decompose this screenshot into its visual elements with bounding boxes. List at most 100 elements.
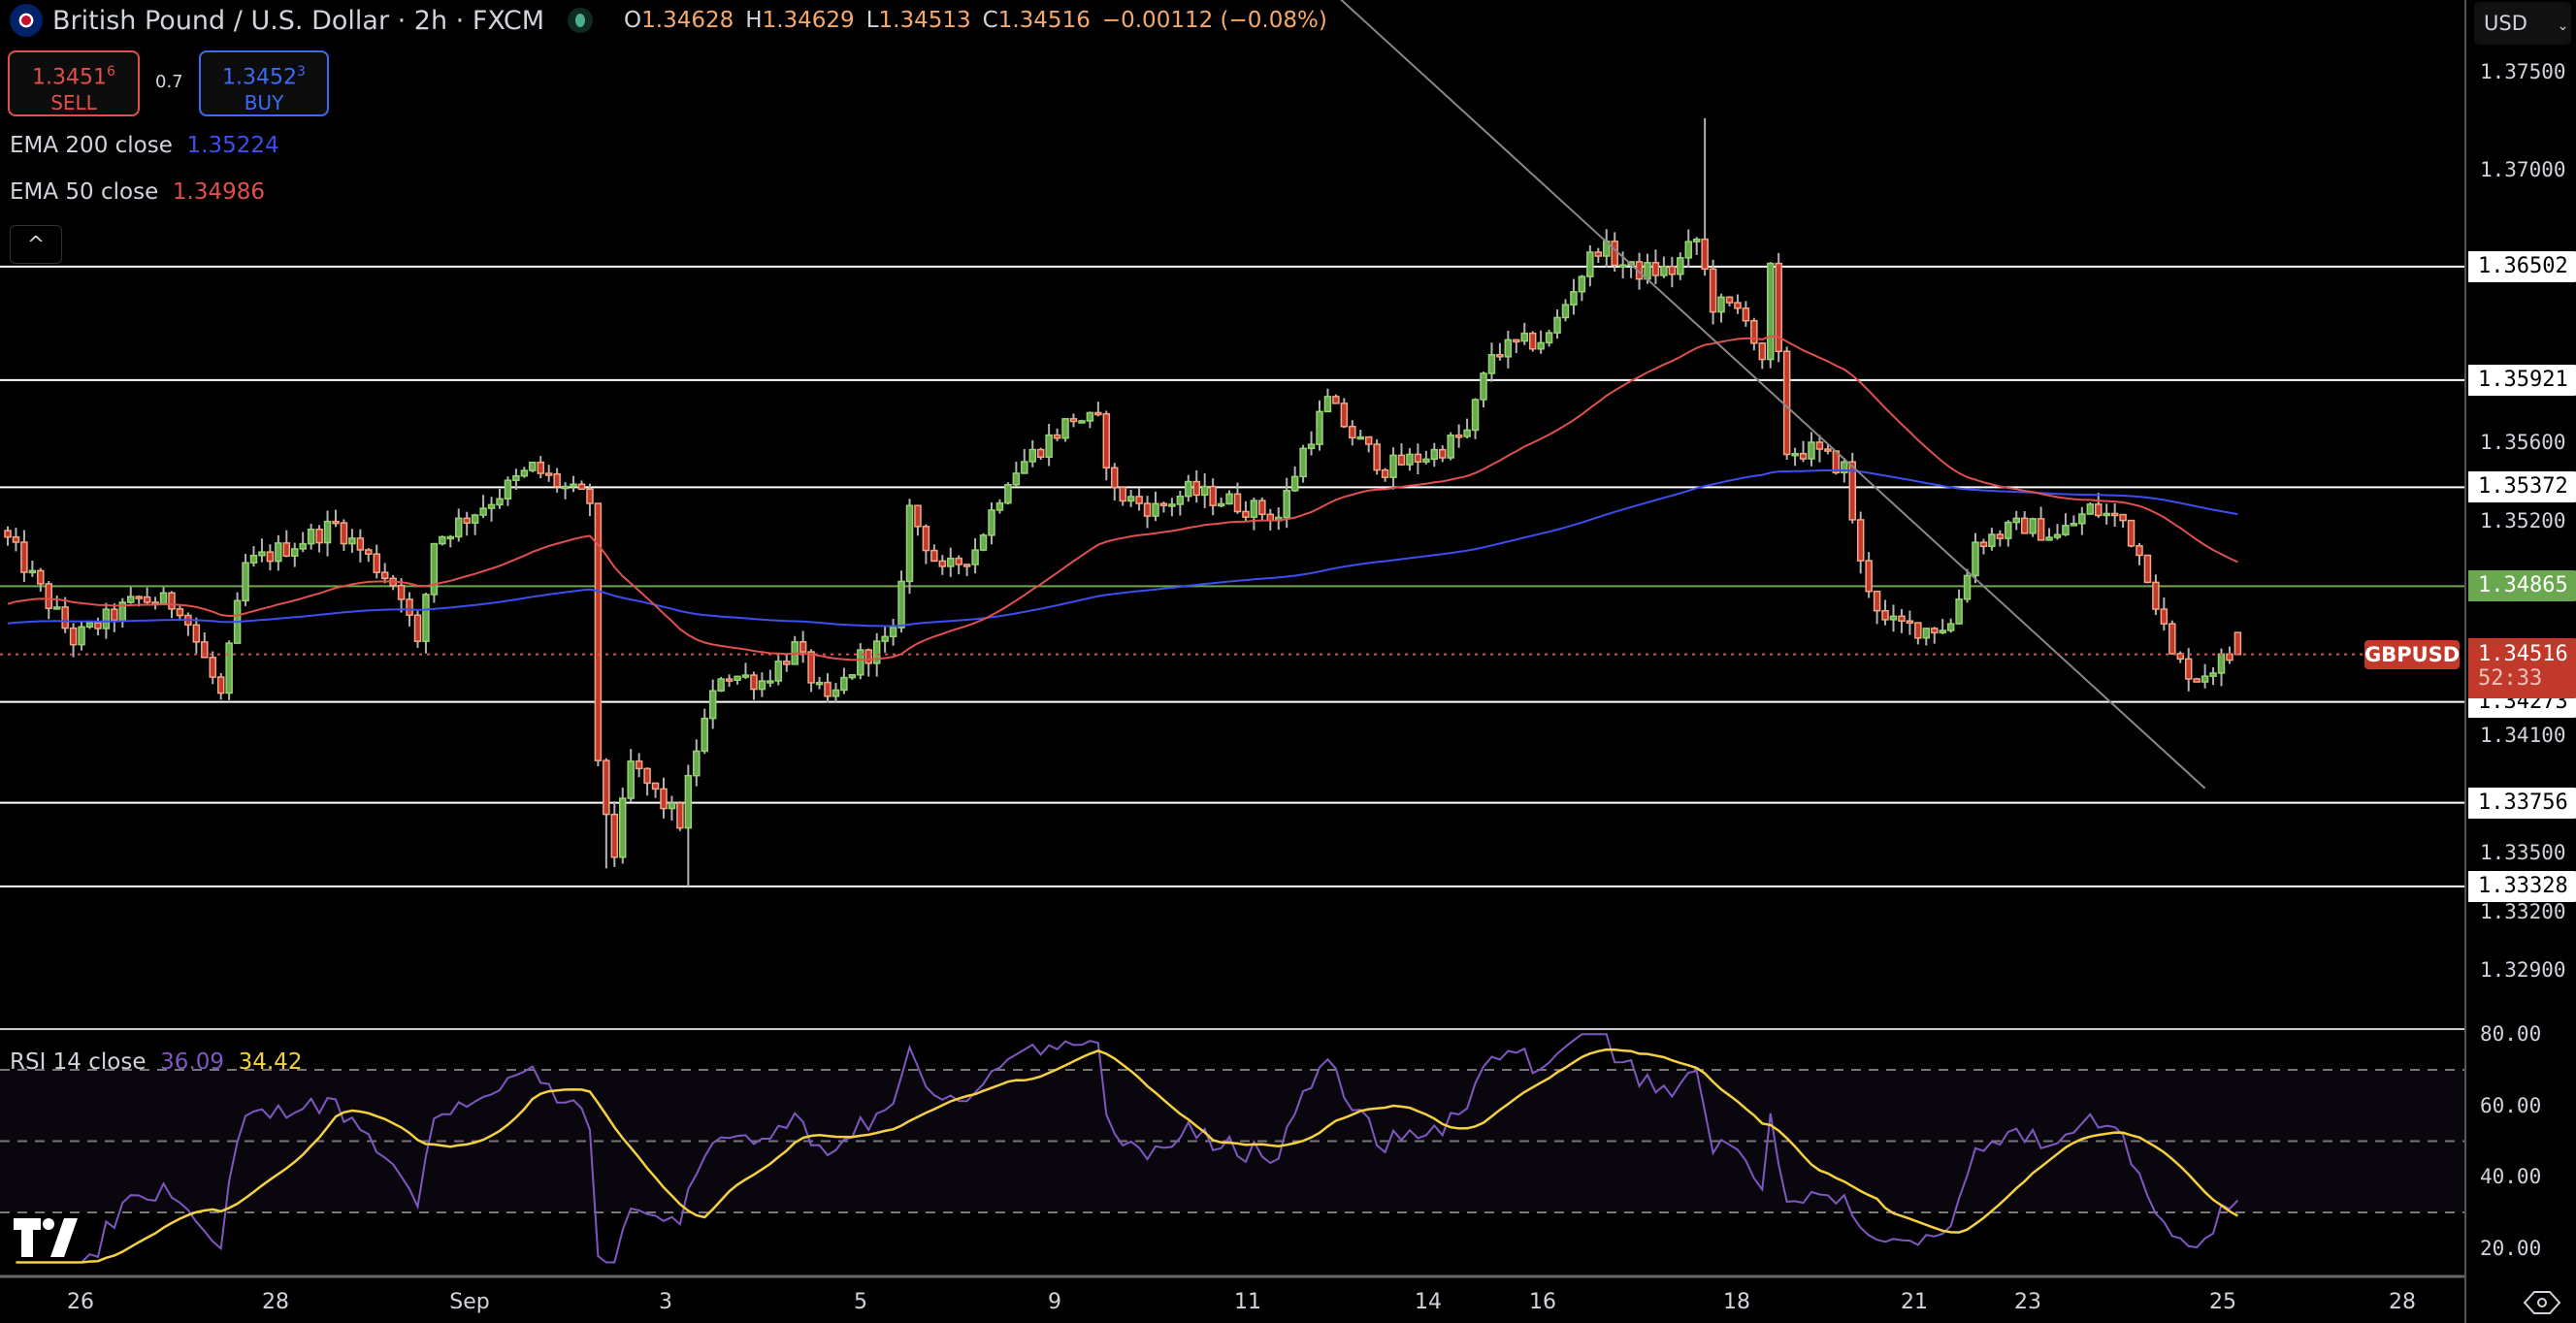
level-price-label[interactable]: 1.34865 <box>2468 570 2576 602</box>
price-tick: 1.33200 <box>2480 899 2566 923</box>
candle-up <box>2029 518 2037 534</box>
candle-down <box>544 472 553 476</box>
candle-down <box>1397 454 1406 466</box>
candle-down <box>1159 502 1168 506</box>
rsi-legend[interactable]: RSI 14 close 36.09 34.42 <box>10 1049 303 1075</box>
candle-up <box>2045 536 2053 541</box>
candle-up <box>1618 264 1627 268</box>
ema50-line <box>7 335 2238 662</box>
candle-down <box>365 549 373 555</box>
candle-down <box>380 571 389 580</box>
candle-up <box>831 689 840 697</box>
candle-up <box>258 551 266 557</box>
price-tick: 1.37500 <box>2480 60 2566 83</box>
buy-button[interactable]: 1.34523 BUY <box>199 50 329 116</box>
candle-down <box>1439 448 1447 459</box>
settings-eye-icon[interactable] <box>2523 1290 2561 1315</box>
candle-down <box>750 674 758 691</box>
collapse-legend-button[interactable]: ^ <box>10 225 62 264</box>
candle-up <box>520 469 529 477</box>
current-price-label: 1.34516 52:33 <box>2468 637 2576 698</box>
candles <box>4 117 2242 887</box>
level-price-label[interactable]: 1.35372 <box>2468 471 2576 503</box>
candle-up <box>1841 461 1848 474</box>
tradingview-logo[interactable] <box>14 1218 78 1266</box>
price-axis[interactable]: USD ⌄ 1.37500 1.37000 1.35600 1.35200 1.3410… <box>2464 0 2576 1323</box>
candle-down <box>635 760 643 770</box>
candle-up <box>1684 241 1692 259</box>
candle-down <box>356 537 365 551</box>
candle-down <box>216 676 225 694</box>
candle-down <box>1611 241 1618 267</box>
candle-up <box>1553 316 1561 334</box>
candle-down <box>397 584 406 600</box>
date-tick: 14 <box>1415 1290 1442 1314</box>
candle-down <box>1914 622 1922 639</box>
rsi-tick: 40.00 <box>2480 1165 2542 1189</box>
candle-down <box>2020 517 2029 534</box>
candle-up <box>995 501 1004 511</box>
candle-down <box>610 813 619 858</box>
candle-down <box>1931 628 1939 634</box>
candle-down <box>94 622 102 629</box>
level-price-label[interactable]: 1.33756 <box>2468 787 2576 819</box>
candle-down <box>1111 467 1119 489</box>
date-tick: 11 <box>1234 1290 1261 1314</box>
date-tick: 9 <box>1048 1290 1061 1314</box>
symbol-legend: British Pound / U.S. Dollar · 2h · FXCM … <box>10 4 1327 37</box>
candle-down <box>1143 502 1152 517</box>
candle-down <box>1782 350 1791 456</box>
candle-up <box>487 503 496 509</box>
candle-up <box>471 514 479 524</box>
candle-up <box>1356 436 1364 440</box>
candle-down <box>783 661 791 665</box>
candle-down <box>651 782 660 791</box>
candle-down <box>2127 519 2136 547</box>
candle-up <box>701 717 708 753</box>
candle-up <box>1217 502 1225 507</box>
candle-down <box>1332 396 1340 404</box>
bar-countdown: 52:33 <box>2478 665 2543 691</box>
candle-up <box>1389 454 1397 478</box>
symbol-title[interactable]: British Pound / U.S. Dollar · 2h · FXCM <box>52 5 545 36</box>
candle-down <box>1036 448 1045 459</box>
level-price-label[interactable]: 1.35921 <box>2468 364 2576 396</box>
candle-up <box>2217 653 2226 674</box>
candle-up <box>2005 521 2012 539</box>
candle-up <box>1955 598 1963 625</box>
price-chart[interactable] <box>0 0 2464 1323</box>
candle-down <box>168 592 176 610</box>
market-status-icon[interactable] <box>568 8 594 33</box>
candle-up <box>2103 512 2110 517</box>
candle-down <box>594 502 603 761</box>
candle-up <box>1677 257 1684 275</box>
candle-up <box>693 750 701 777</box>
candle-down <box>1979 541 1988 548</box>
candle-up <box>1004 483 1012 504</box>
price-tick: 1.35600 <box>2480 431 2566 455</box>
level-price-label[interactable]: 1.33328 <box>2468 870 2576 902</box>
candle-up <box>1578 275 1586 293</box>
date-tick: 28 <box>262 1290 289 1314</box>
currency-selector[interactable]: USD ⌄ <box>2474 2 2571 45</box>
candle-up <box>1463 429 1471 437</box>
current-price: 1.34516 <box>2478 641 2568 666</box>
candle-down <box>930 549 938 563</box>
candle-up <box>439 535 446 545</box>
candle-up <box>1323 396 1332 413</box>
level-price-label[interactable]: 1.36502 <box>2468 250 2576 282</box>
ema200-legend[interactable]: EMA 200 close 1.35224 <box>10 133 279 158</box>
ema50-legend[interactable]: EMA 50 close 1.34986 <box>10 179 265 205</box>
candle-down <box>1824 448 1832 452</box>
candle-up <box>1406 453 1414 466</box>
candle-down <box>1340 403 1349 428</box>
date-tick: 18 <box>1723 1290 1750 1314</box>
candle-up <box>348 537 356 545</box>
candle-down <box>1651 262 1660 276</box>
candle-up <box>159 592 168 605</box>
candle-down <box>1594 251 1603 257</box>
sell-button[interactable]: 1.34516 SELL <box>8 50 140 116</box>
candle-up <box>307 529 315 545</box>
candle-down <box>1513 339 1520 343</box>
candle-up <box>1447 435 1454 459</box>
